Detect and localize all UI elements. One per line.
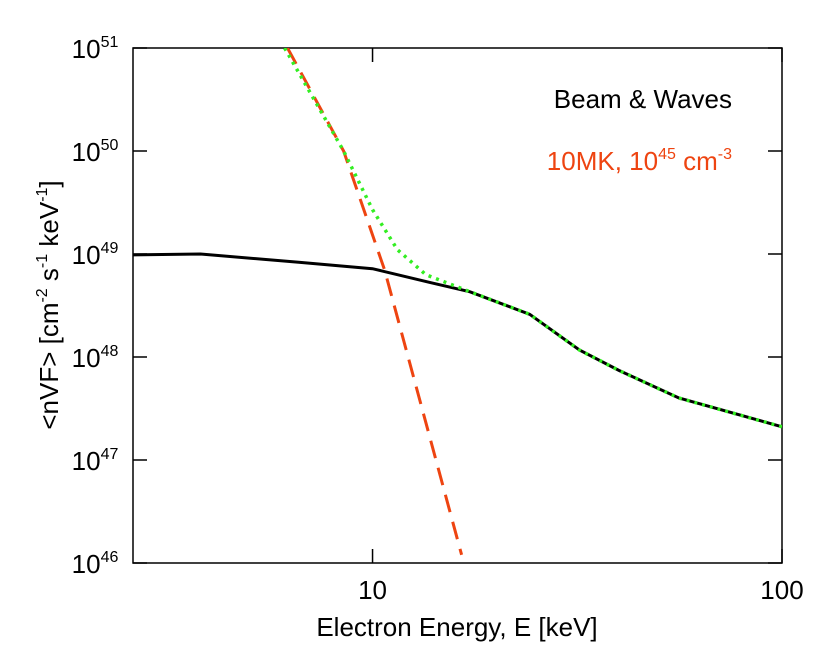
y-tick-label: 1050 <box>72 137 119 167</box>
series-line <box>283 48 782 429</box>
y-tick-label: 1048 <box>72 343 119 373</box>
y-axis-label-part: keV <box>34 201 64 254</box>
annotation: Beam & Waves <box>554 84 732 114</box>
y-tick-label-part: 46 <box>101 549 119 566</box>
y-tick-label-part: 10 <box>72 549 101 579</box>
y-axis-label-part: -2 <box>34 288 51 302</box>
y-tick-label-part: 49 <box>101 240 119 257</box>
y-axis-label-part: -1 <box>34 187 51 201</box>
x-tick-label: 10 <box>358 575 387 605</box>
annotation: 10MK, 1045 cm-3 <box>547 146 732 176</box>
y-tick-label-part: 10 <box>72 446 101 476</box>
y-axis-label-part: <nVF> [cm <box>34 303 64 430</box>
annotation-part: -3 <box>718 146 732 163</box>
annotation-part: 45 <box>658 146 676 163</box>
annotation-part: cm <box>676 146 718 176</box>
annotation-part: Beam & Waves <box>554 84 732 114</box>
y-axis-label-part: ] <box>34 180 64 187</box>
y-tick-label-part: 51 <box>101 34 119 51</box>
y-axis-label-part: -1 <box>34 254 51 268</box>
series-line <box>133 252 782 429</box>
y-tick-label-part: 10 <box>72 343 101 373</box>
y-tick-label-part: 10 <box>72 137 101 167</box>
y-tick-label: 1047 <box>72 446 119 476</box>
y-tick-label-part: 47 <box>101 446 119 463</box>
x-tick-label: 100 <box>760 575 803 605</box>
plot-frame <box>132 47 783 564</box>
y-axis-label: <nVF> [cm-2 s-1 keV-1] <box>34 180 64 429</box>
y-tick-label-part: 10 <box>72 240 101 270</box>
y-tick-label-part: 50 <box>101 137 119 154</box>
y-axis-label-part: s <box>34 268 64 288</box>
series-line <box>286 48 464 556</box>
annotation-part: 10MK, 10 <box>547 146 658 176</box>
y-tick-label-part: 48 <box>101 343 119 360</box>
y-tick-label: 1049 <box>72 240 119 270</box>
y-tick-label-part: 10 <box>72 34 101 64</box>
y-tick-label: 1051 <box>72 34 119 64</box>
series-layer <box>133 48 782 556</box>
x-axis-label: Electron Energy, E [keV] <box>316 612 597 642</box>
y-tick-label: 1046 <box>72 549 119 579</box>
